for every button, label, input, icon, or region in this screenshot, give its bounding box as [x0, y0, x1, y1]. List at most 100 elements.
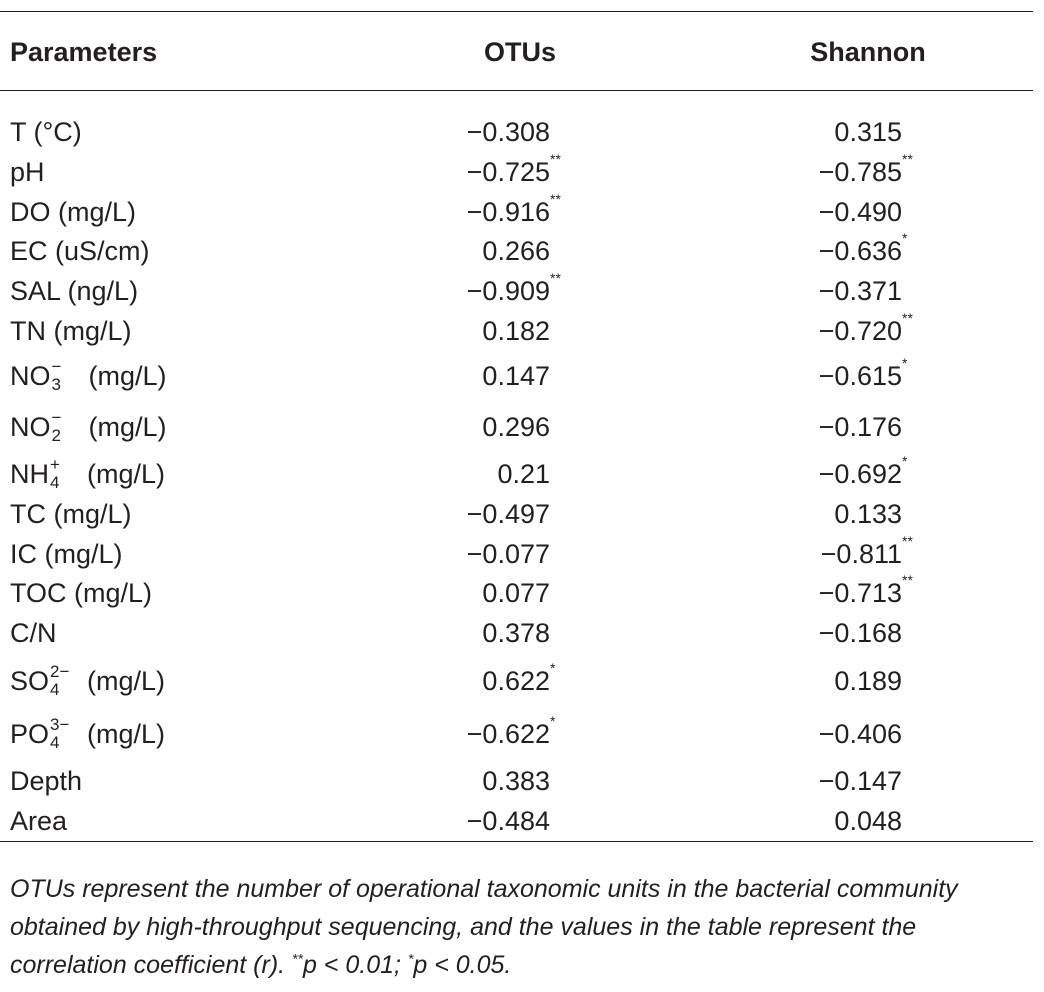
cell-shannon: 0.133: [834, 494, 902, 534]
table-row: SO 2− 4 (mg/L) 0.622 * 0.189: [0, 660, 1033, 701]
chemical-formula: NO −3: [10, 356, 81, 396]
otus-value: 0.182: [482, 316, 550, 346]
chem-charge-stack: 2− 4: [49, 661, 79, 701]
header-rule: [0, 90, 1033, 91]
cell-otus: −0.909 **: [466, 270, 561, 311]
chem-base: NO: [10, 361, 51, 391]
shannon-value: −0.176: [818, 412, 902, 442]
otus-value: −0.308: [466, 117, 550, 147]
cell-otus: 0.266: [482, 231, 550, 271]
cell-shannon: −0.713 **: [819, 572, 913, 613]
chemical-formula: SO 2− 4: [10, 661, 79, 701]
header-shannon: Shannon: [810, 37, 926, 67]
table-row: NH +4 (mg/L) 0.21 −0.692 *: [0, 453, 1033, 494]
otus-value: −0.909: [466, 276, 550, 306]
chemical-formula: PO 3− 4: [10, 714, 79, 754]
cell-shannon: 0.315: [834, 112, 902, 152]
row-parameter: NO −2 (mg/L): [10, 407, 167, 447]
row-parameter: Area: [10, 806, 68, 836]
chem-charge-stack: +4: [49, 454, 79, 494]
cell-otus: 0.147: [482, 356, 550, 396]
otus-value: 0.378: [482, 618, 550, 648]
row-parameter: PO 3− 4 (mg/L): [10, 714, 165, 754]
cell-shannon: −0.176: [819, 407, 902, 447]
chem-charge: 3−: [50, 715, 70, 734]
cell-shannon: −0.615 *: [819, 355, 908, 396]
row-parameter: EC (uS/cm): [10, 236, 150, 266]
table-row: NO −2 (mg/L) 0.296 −0.176: [0, 407, 1033, 447]
cell-shannon: −0.147: [819, 761, 902, 801]
significance-marker: **: [550, 191, 561, 207]
unit: (mg/L): [88, 412, 167, 442]
otus-value: 0.21: [497, 459, 550, 489]
chem-base: SO: [10, 666, 50, 696]
unit: (mg/L): [87, 719, 166, 749]
significance-marker: **: [902, 310, 913, 326]
cell-otus: 0.182: [482, 311, 550, 351]
row-parameter: Depth: [10, 766, 83, 796]
cell-otus: −0.077: [467, 534, 550, 574]
otus-value: −0.484: [466, 806, 550, 836]
chem-charge: 2−: [50, 662, 70, 681]
cell-otus: 0.378: [482, 613, 550, 653]
cell-shannon: −0.490: [819, 192, 902, 232]
row-parameter: NO −3 (mg/L): [10, 356, 167, 396]
unit: (mg/L): [87, 459, 166, 489]
footnote-p1: p < 0.01;: [302, 951, 408, 979]
cell-otus: 0.622 *: [482, 660, 555, 701]
footnote-text: OTUs represent the number of operational…: [10, 875, 958, 979]
table-row: pH −0.725 ** −0.785 **: [0, 151, 1033, 192]
chem-charge: −: [51, 408, 62, 427]
cell-otus: −0.484: [467, 801, 550, 841]
chem-charge: −: [51, 357, 62, 376]
shannon-value: −0.168: [818, 618, 902, 648]
shannon-value: −0.720: [818, 316, 902, 346]
cell-otus: −0.725 **: [467, 151, 561, 192]
cell-otus: 0.21: [497, 454, 550, 494]
otus-value: 0.296: [482, 412, 550, 442]
otus-value: 0.383: [482, 766, 550, 796]
table-row: PO 3− 4 (mg/L) −0.622 * −0.406: [0, 713, 1033, 754]
otus-value: −0.622: [466, 719, 550, 749]
otus-value: −0.916: [466, 197, 550, 227]
shannon-value: −0.490: [818, 197, 902, 227]
shannon-value: −0.371: [818, 276, 902, 306]
row-parameter: T (°C): [10, 117, 82, 147]
row-parameter: TN (mg/L): [10, 316, 132, 346]
table-row: DO (mg/L) −0.916 ** −0.490: [0, 191, 1033, 232]
significance-marker: *: [902, 453, 908, 469]
row-parameter: NH +4 (mg/L): [10, 454, 165, 494]
significance-marker: *: [550, 660, 556, 676]
chem-charge-stack: −3: [51, 356, 81, 396]
cell-otus: −0.916 **: [466, 191, 561, 232]
chem-subscript: 3: [51, 375, 61, 394]
table-header: Parameters OTUs Shannon: [0, 30, 1033, 74]
cell-shannon: −0.785 **: [818, 151, 913, 192]
chem-base: PO: [10, 719, 50, 749]
chemical-formula: NH +4: [10, 454, 79, 494]
significance-marker: **: [550, 270, 561, 286]
cell-otus: −0.622 *: [466, 713, 556, 754]
chem-subscript: 4: [50, 680, 60, 699]
chemical-formula: NO −2: [10, 407, 81, 447]
cell-otus: 0.383: [482, 761, 550, 801]
shannon-value: −0.692: [818, 459, 902, 489]
table-row: SAL (ng/L) −0.909 ** −0.371: [0, 270, 1033, 311]
table-row: Area −0.484 0.048: [0, 801, 1033, 841]
table-footnote: OTUs represent the number of operational…: [10, 870, 1020, 984]
shannon-value: −0.785: [818, 157, 902, 187]
significance-marker: *: [902, 355, 908, 371]
table-row: Depth 0.383 −0.147: [0, 761, 1033, 801]
footnote-sig-single: *: [407, 950, 414, 967]
shannon-value: 0.189: [834, 666, 902, 696]
table-row: T (°C) −0.308 0.315: [0, 112, 1033, 152]
row-parameter: pH: [10, 157, 45, 187]
cell-otus: 0.296: [482, 407, 550, 447]
shannon-value: −0.147: [818, 766, 902, 796]
table-row: TN (mg/L) 0.182 −0.720 **: [0, 310, 1033, 351]
row-parameter: SO 2− 4 (mg/L): [10, 661, 165, 701]
row-parameter: DO (mg/L): [10, 197, 137, 227]
unit: (mg/L): [87, 666, 166, 696]
shannon-value: −0.406: [818, 719, 902, 749]
chem-subscript: 4: [50, 473, 60, 492]
